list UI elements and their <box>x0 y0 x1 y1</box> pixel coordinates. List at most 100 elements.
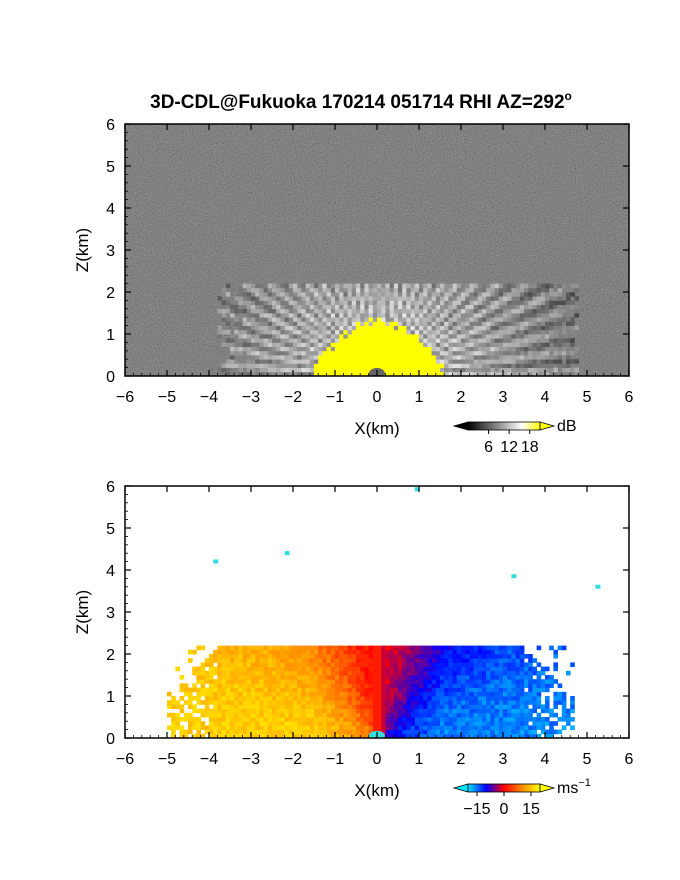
velocity-cell <box>368 687 374 693</box>
reflectivity-cell <box>263 355 269 360</box>
reflectivity-cell <box>431 334 437 339</box>
velocity-cell <box>545 708 550 714</box>
reflectivity-cell <box>448 321 453 326</box>
velocity-cell <box>343 708 348 714</box>
reflectivity-cell <box>561 325 567 331</box>
velocity-cell <box>196 687 201 693</box>
reflectivity-cell <box>519 304 525 310</box>
reflectivity-xtick-label: 0 <box>373 389 382 406</box>
velocity-cell <box>566 721 571 726</box>
velocity-cell <box>465 700 470 705</box>
velocity-cell <box>406 687 411 693</box>
velocity-cell <box>225 712 231 718</box>
velocity-cell <box>200 670 206 676</box>
velocity-cell <box>511 696 516 701</box>
reflectivity-cell <box>540 296 546 301</box>
reflectivity-cell <box>519 350 525 356</box>
velocity-cell <box>511 721 516 726</box>
reflectivity-cell <box>234 359 239 364</box>
reflectivity-cell <box>259 287 264 293</box>
velocity-colorbar-max-arrow <box>539 783 556 793</box>
reflectivity-cell <box>549 292 554 297</box>
velocity-cell <box>221 683 227 688</box>
velocity-cell <box>200 725 206 730</box>
reflectivity-cell <box>284 304 290 310</box>
reflectivity-cell <box>448 329 453 335</box>
velocity-cell <box>259 662 264 667</box>
velocity-cell <box>494 717 500 722</box>
velocity-cell <box>532 691 537 697</box>
reflectivity-cell <box>511 342 516 347</box>
velocity-cell <box>368 729 374 735</box>
reflectivity-cell <box>309 359 315 364</box>
velocity-cell <box>393 666 399 672</box>
reflectivity-cell <box>330 296 336 301</box>
reflectivity-cell <box>263 367 269 373</box>
reflectivity-cell <box>259 304 264 310</box>
reflectivity-cell <box>549 300 554 305</box>
velocity-cell <box>293 679 298 684</box>
reflectivity-cell <box>524 334 529 339</box>
reflectivity-cell <box>335 346 340 352</box>
reflectivity-cell <box>427 329 432 335</box>
reflectivity-cell <box>545 287 550 293</box>
velocity-cell <box>200 687 206 693</box>
reflectivity-cell <box>297 317 302 322</box>
reflectivity-cell <box>498 334 504 339</box>
reflectivity-cell <box>347 304 353 310</box>
reflectivity-cell <box>519 308 525 314</box>
reflectivity-cell <box>267 350 273 356</box>
reflectivity-cell <box>498 363 504 368</box>
reflectivity-cell <box>372 359 378 364</box>
velocity-colorbar-min-arrow <box>452 783 469 793</box>
reflectivity-cell <box>284 359 290 364</box>
velocity-cell <box>242 683 248 688</box>
reflectivity-cell <box>406 342 411 347</box>
reflectivity-cell <box>347 355 353 360</box>
velocity-cell <box>431 721 437 726</box>
reflectivity-cell <box>486 287 491 293</box>
reflectivity-cell <box>356 321 361 326</box>
reflectivity-cell <box>440 304 445 310</box>
velocity-cell <box>272 704 277 709</box>
velocity-cell <box>402 654 407 659</box>
reflectivity-cell <box>498 346 504 352</box>
velocity-cell <box>335 708 340 714</box>
velocity-cell <box>305 700 311 705</box>
reflectivity-cell <box>540 317 546 322</box>
reflectivity-cell <box>293 300 298 305</box>
velocity-cell <box>318 679 323 684</box>
reflectivity-cell <box>398 367 403 373</box>
velocity-cell <box>372 687 378 693</box>
velocity-cell <box>192 687 197 693</box>
reflectivity-cell <box>238 287 243 293</box>
reflectivity-cell <box>276 359 281 364</box>
reflectivity-cell <box>259 338 264 343</box>
reflectivity-cell <box>456 292 462 297</box>
velocity-cell <box>314 700 319 705</box>
reflectivity-cell <box>519 296 525 301</box>
reflectivity-cell <box>545 359 550 364</box>
reflectivity-cell <box>293 367 298 373</box>
velocity-cell <box>498 725 504 730</box>
reflectivity-cell <box>528 308 533 314</box>
velocity-cell <box>423 691 428 697</box>
velocity-cell <box>255 658 260 663</box>
velocity-cell <box>507 708 512 714</box>
reflectivity-cell <box>503 371 508 376</box>
velocity-cell <box>515 666 521 672</box>
reflectivity-cell <box>461 329 466 335</box>
velocity-cell <box>364 645 369 651</box>
velocity-cell <box>305 670 311 676</box>
reflectivity-cell <box>561 334 567 339</box>
reflectivity-cell <box>528 325 533 331</box>
velocity-cell <box>213 649 218 655</box>
velocity-cell <box>347 679 353 684</box>
velocity-cell <box>507 717 512 722</box>
reflectivity-cell <box>503 317 508 322</box>
velocity-cell <box>309 717 315 722</box>
reflectivity-cell <box>545 350 550 356</box>
velocity-cell <box>196 675 201 680</box>
reflectivity-cell <box>322 325 327 331</box>
velocity-cell <box>272 729 277 735</box>
